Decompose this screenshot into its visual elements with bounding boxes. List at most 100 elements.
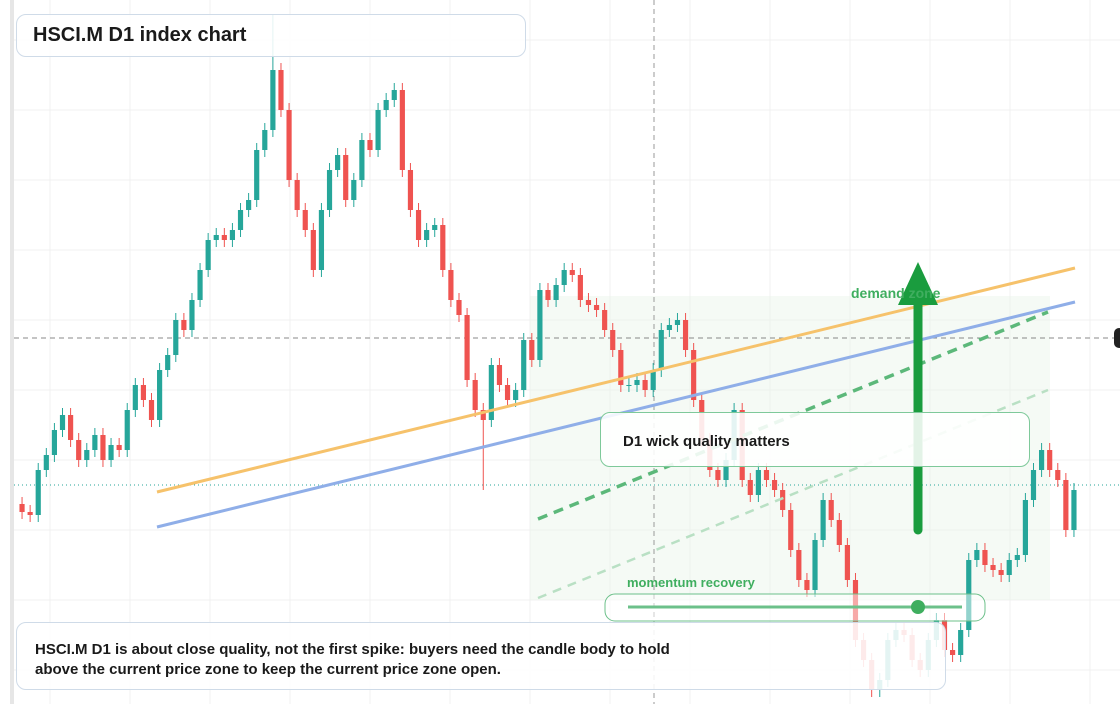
candle-body bbox=[278, 70, 284, 110]
candle-body bbox=[124, 410, 130, 450]
candle-body bbox=[205, 240, 211, 270]
candle-body bbox=[181, 320, 187, 330]
candle-body bbox=[666, 325, 672, 330]
candle-body bbox=[626, 385, 632, 386]
candle-body bbox=[747, 480, 753, 495]
candle-body bbox=[391, 90, 397, 100]
candle-body bbox=[593, 305, 600, 310]
candle-body bbox=[43, 455, 49, 470]
candle-body bbox=[755, 470, 761, 495]
callout-box: D1 wick quality matters bbox=[600, 412, 1030, 467]
candle-body bbox=[771, 480, 778, 490]
candle-body bbox=[949, 650, 956, 655]
candle-body bbox=[545, 290, 551, 300]
candle-body bbox=[974, 550, 980, 560]
candle-body bbox=[132, 385, 138, 410]
candle-body bbox=[561, 270, 567, 285]
candle-body bbox=[286, 110, 292, 180]
candle-body bbox=[691, 350, 697, 400]
candle-body bbox=[165, 355, 171, 370]
candle-body bbox=[213, 235, 219, 240]
candle-body bbox=[553, 285, 559, 300]
candle-body bbox=[513, 390, 519, 400]
candle-body bbox=[375, 110, 381, 150]
candle-body bbox=[68, 415, 74, 440]
zone-label: demand zone bbox=[851, 285, 941, 301]
candle-body bbox=[424, 230, 430, 240]
candle-body bbox=[464, 315, 470, 380]
candle-body bbox=[116, 445, 122, 450]
candle-body bbox=[488, 365, 494, 420]
candle-body bbox=[529, 340, 535, 360]
candle-body bbox=[982, 550, 988, 565]
candle-body bbox=[1014, 555, 1020, 560]
candle-body bbox=[440, 225, 446, 270]
candle-body bbox=[237, 210, 244, 230]
candle-body bbox=[723, 460, 729, 480]
candle-body bbox=[197, 270, 203, 300]
candle-body bbox=[618, 350, 624, 385]
candle-body bbox=[92, 435, 98, 450]
candle-body bbox=[1071, 490, 1077, 530]
candle-body bbox=[844, 545, 850, 580]
candle-body bbox=[221, 235, 227, 240]
candle-body bbox=[140, 385, 147, 400]
candle-body bbox=[415, 210, 422, 240]
candle-body bbox=[359, 140, 365, 180]
candle-body bbox=[763, 470, 770, 480]
candle-body bbox=[335, 155, 341, 170]
candle-body bbox=[407, 170, 414, 210]
candle-body bbox=[254, 150, 260, 200]
candle-body bbox=[189, 300, 195, 330]
candle-body bbox=[35, 470, 41, 515]
channel-line bbox=[537, 388, 1049, 600]
candle-body bbox=[1063, 480, 1069, 530]
candle-body bbox=[262, 130, 268, 150]
candle-body bbox=[148, 400, 155, 420]
candle-body bbox=[569, 270, 575, 275]
note-line: HSCI.M D1 is about close quality, not th… bbox=[35, 641, 670, 658]
candle-body bbox=[780, 490, 786, 510]
candle-body bbox=[84, 450, 90, 460]
candle-body bbox=[958, 630, 964, 655]
candle-body bbox=[173, 320, 179, 355]
candle-body bbox=[658, 330, 664, 370]
candle-body bbox=[715, 470, 721, 480]
candle-body bbox=[157, 370, 163, 420]
candle-body bbox=[480, 410, 486, 420]
candle-body bbox=[318, 210, 325, 270]
candle-body bbox=[1006, 560, 1012, 575]
candle-body bbox=[399, 90, 405, 170]
candle-body bbox=[521, 340, 527, 390]
price-tag bbox=[1114, 328, 1120, 348]
candle-body bbox=[246, 200, 252, 210]
candle-body bbox=[343, 155, 349, 200]
candle-body bbox=[682, 320, 689, 350]
candle-body bbox=[650, 370, 656, 390]
candle-body bbox=[828, 500, 834, 520]
candle-body bbox=[610, 330, 616, 350]
candle-body bbox=[383, 100, 389, 110]
candle-body bbox=[577, 275, 583, 300]
candle-body bbox=[820, 500, 826, 540]
candle-body bbox=[504, 385, 511, 400]
candle-body bbox=[432, 225, 438, 230]
candle-body bbox=[1038, 450, 1045, 470]
candle-body bbox=[51, 430, 58, 455]
candle-body bbox=[1047, 450, 1053, 470]
candle-body bbox=[836, 520, 842, 545]
candle-body bbox=[537, 290, 543, 360]
candle-body bbox=[990, 565, 996, 570]
left-strip bbox=[10, 0, 14, 704]
candle-body bbox=[642, 380, 648, 390]
candle-body bbox=[585, 300, 592, 305]
candle-body bbox=[448, 270, 454, 300]
note-box: HSCI.M D1 is about close quality, not th… bbox=[16, 622, 946, 690]
candle-body bbox=[270, 70, 276, 130]
candle-body bbox=[59, 415, 66, 430]
candle-body bbox=[998, 570, 1004, 575]
candle-body bbox=[367, 140, 373, 150]
candle-body bbox=[496, 365, 503, 385]
candle-body bbox=[310, 230, 316, 270]
